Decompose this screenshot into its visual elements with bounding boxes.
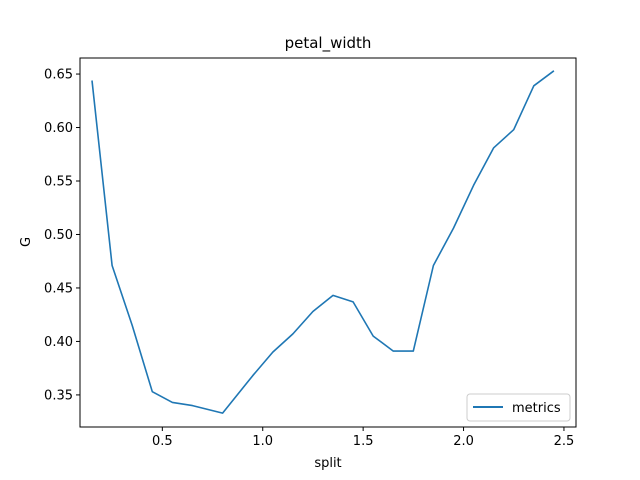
y-axis-ticks: 0.35 0.40 0.45 0.50 0.55 0.60 0.65 bbox=[44, 68, 80, 403]
legend-box bbox=[466, 393, 571, 422]
legend-label-metrics: metrics bbox=[512, 401, 561, 416]
x-tick-label: 2.5 bbox=[554, 434, 575, 449]
x-tick-label: 0.5 bbox=[152, 434, 173, 449]
chart-title: petal_width bbox=[285, 34, 372, 53]
legend: metrics bbox=[466, 393, 571, 422]
x-tick-label: 1.0 bbox=[252, 434, 273, 449]
x-tick-label: 2.0 bbox=[453, 434, 474, 449]
y-tick-label: 0.55 bbox=[44, 175, 73, 190]
x-axis-label: split bbox=[314, 456, 341, 471]
x-axis-ticks: 0.5 1.0 1.5 2.0 2.5 bbox=[152, 427, 574, 449]
y-tick-label: 0.65 bbox=[44, 68, 73, 83]
y-axis-label: G bbox=[19, 237, 34, 247]
plot-frame bbox=[79, 57, 577, 428]
plot-area bbox=[80, 58, 576, 427]
y-tick-label: 0.35 bbox=[44, 388, 73, 403]
y-tick-label: 0.45 bbox=[44, 281, 73, 296]
series-line-metrics bbox=[91, 70, 555, 414]
y-tick-label: 0.60 bbox=[44, 121, 73, 136]
y-tick-label: 0.40 bbox=[44, 335, 73, 350]
y-tick-label: 0.50 bbox=[44, 228, 73, 243]
series-layer bbox=[91, 70, 555, 414]
x-tick-label: 1.5 bbox=[353, 434, 374, 449]
